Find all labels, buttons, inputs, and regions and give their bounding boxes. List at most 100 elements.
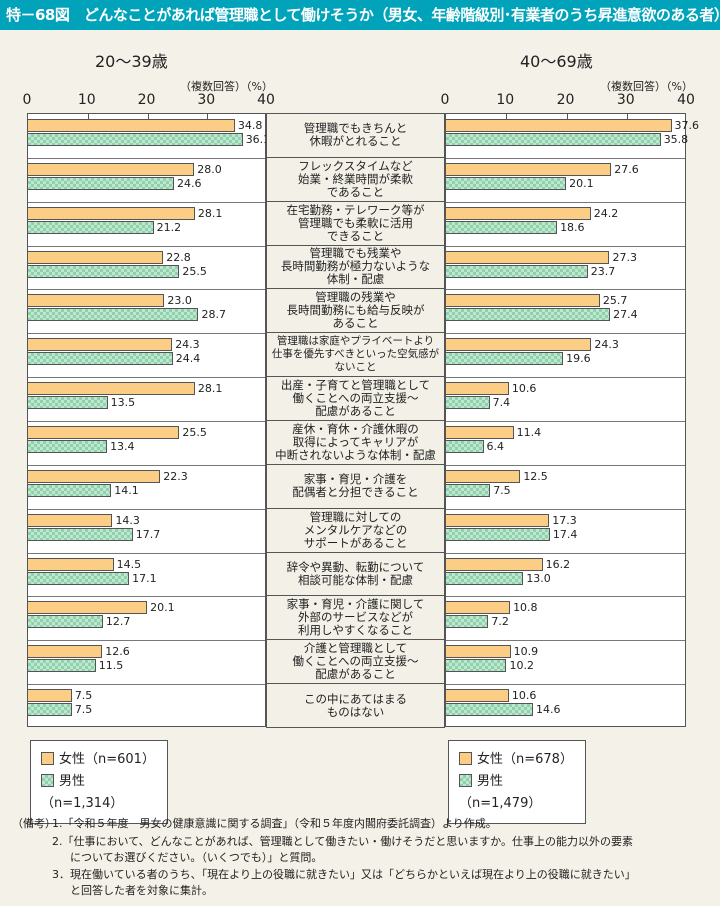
category-label-line: 在宅勤務・テレワーク等が <box>286 202 425 217</box>
bar-male <box>27 527 133 541</box>
row-divider <box>28 157 265 159</box>
bar-male <box>27 703 72 717</box>
category-label-line: 配慮があること <box>315 404 396 419</box>
bar-male <box>27 440 108 453</box>
bar-male <box>445 483 491 497</box>
data-label: 24.3 <box>594 338 619 352</box>
data-label: 6.4 <box>486 440 505 453</box>
legend-item: 女性（n=601） <box>41 749 157 771</box>
category-label-line: サポートがあること <box>303 535 408 550</box>
legend-label: 男性（n=1,314） <box>41 774 124 811</box>
row-divider <box>28 201 265 203</box>
bar-male <box>27 615 103 629</box>
legend-label: 女性（n=601） <box>59 752 155 767</box>
category-label-line: 管理職に対しての <box>309 509 402 524</box>
data-label: 36.1 <box>245 133 271 146</box>
bar-male <box>445 615 489 629</box>
legend: 女性（n=678） 男性（n=1,479） <box>448 740 586 824</box>
bar-female <box>445 426 514 439</box>
bar-male <box>27 176 174 190</box>
legend-label: 男性（n=1,479） <box>459 774 542 811</box>
bar-female <box>27 382 195 396</box>
category-label-line: ものはない <box>326 704 385 719</box>
bar-male <box>27 659 96 673</box>
data-label: 19.6 <box>566 352 591 366</box>
category-label: 産休・育休・介護休暇の 取得によってキャリアが 中断されないような体制・配慮 <box>266 420 445 465</box>
bar-male <box>445 133 661 146</box>
category-label-line: 管理職は家庭やプライベートより <box>276 335 435 348</box>
category-label-line: 産休・育休・介護休暇の <box>292 421 419 436</box>
category-label-line: 相談可能な体制・配慮 <box>298 572 413 587</box>
category-label-line: 家事・育児・介護を <box>303 472 408 487</box>
category-label-text: 辞令や異動、転勤について 相談可能な体制・配慮 <box>287 560 425 587</box>
category-label: 家事・育児・介護を 配偶者と分担できること <box>266 463 445 509</box>
category-label: 管理職でもきちんと 休暇がとれること <box>266 113 445 158</box>
bar-female <box>27 294 165 308</box>
data-label: 23.7 <box>590 264 616 278</box>
legend: 女性（n=601） 男性（n=1,314） <box>30 740 168 824</box>
bar-female <box>27 338 173 352</box>
x-tick-label: 20 <box>556 92 575 108</box>
category-label-line: 始業・終業時間が柔軟 <box>298 171 413 186</box>
category-label-text: 介護と管理職として 働くことへの両立支援～ 配慮があること <box>293 642 419 681</box>
category-label: 介護と管理職として 働くことへの両立支援～ 配慮があること <box>266 639 445 685</box>
note-item: 1.「令和５年度 男女の健康意識に関する調査」（令和５年度内閣府委託調査）より作… <box>52 817 497 830</box>
note-item: 3．現在働いている者のうち、「現在より上の役職に就きたい」又は「どちらかといえば… <box>52 868 636 881</box>
data-label: 10.6 <box>511 689 537 703</box>
data-label: 14.3 <box>115 513 140 527</box>
bar-female <box>445 469 521 483</box>
panel-title: 40～69歳 <box>520 52 593 71</box>
data-label: 7.5 <box>74 703 93 717</box>
category-label-line: 配偶者と分担できること <box>292 485 419 500</box>
data-label: 28.7 <box>201 308 226 322</box>
data-label: 17.1 <box>132 571 157 585</box>
data-label: 13.5 <box>110 396 136 410</box>
bar-male <box>445 396 490 410</box>
legend-swatch <box>459 774 472 787</box>
figure-title: 特－68図 どんなことがあれば管理職として働けそうか（男女、年齢階級別･有業者の… <box>0 0 720 30</box>
gridline-tick <box>87 114 89 122</box>
bar-female <box>27 689 72 703</box>
category-label-text: 産休・育休・介護休暇の 取得によってキャリアが 中断されないような体制・配慮 <box>275 421 436 462</box>
bar-male <box>445 352 564 366</box>
category-label-line: あること <box>332 316 379 331</box>
category-label-line: 外部のサービスなどが <box>298 610 413 625</box>
bar-male <box>27 220 154 234</box>
row-divider <box>28 377 265 379</box>
data-label: 25.7 <box>602 294 628 308</box>
category-label-text: フレックスタイムなど 始業・終業時間が柔軟 であること <box>298 159 413 199</box>
row-divider <box>28 421 265 422</box>
row-divider <box>446 201 685 203</box>
category-label-line: 中断されないような体制・配慮 <box>275 447 436 462</box>
bar-female <box>27 250 164 264</box>
category-label-text: 管理職は家庭やプライベートより 仕事を優先すべきといった空気感が ないこと <box>272 335 439 374</box>
data-label: 12.5 <box>523 469 548 483</box>
note-item: と回答した者を対象に集計。 <box>70 884 213 897</box>
data-label: 17.4 <box>552 527 578 541</box>
category-label-text: この中にあてはまる ものはない <box>304 692 407 719</box>
category-label-line: 取得によってキャリアが <box>292 434 419 449</box>
category-label-line: 介護と管理職として <box>303 641 408 656</box>
x-tick-label: 40 <box>677 92 695 108</box>
gridline-tick <box>147 114 149 122</box>
bar-female <box>27 162 195 176</box>
data-label: 7.5 <box>74 689 93 703</box>
category-label-line: 休暇がとれること <box>309 134 402 149</box>
category-label-line: 長時間勤務にも給与反映が <box>286 303 425 318</box>
gridline-tick <box>207 114 209 122</box>
category-label-text: 家事・育児・介護に関して 外部のサービスなどが 利用しやすくなること <box>287 598 425 637</box>
bar-male <box>27 396 108 410</box>
row-divider <box>28 552 265 554</box>
category-label-line: 管理職でも柔軟に活用 <box>298 215 413 230</box>
data-label: 28.1 <box>197 206 223 220</box>
category-label-line: 利用しやすくなること <box>298 623 413 638</box>
data-label: 11.5 <box>98 659 124 673</box>
row-divider <box>446 464 685 466</box>
bar-female <box>27 513 113 527</box>
bar-male <box>445 703 533 717</box>
data-label: 10.8 <box>513 601 538 615</box>
category-label-line: 管理職でもきちんと <box>303 121 408 136</box>
row-divider <box>28 684 265 686</box>
data-label: 20.1 <box>569 176 594 190</box>
data-label: 13.4 <box>110 440 135 453</box>
